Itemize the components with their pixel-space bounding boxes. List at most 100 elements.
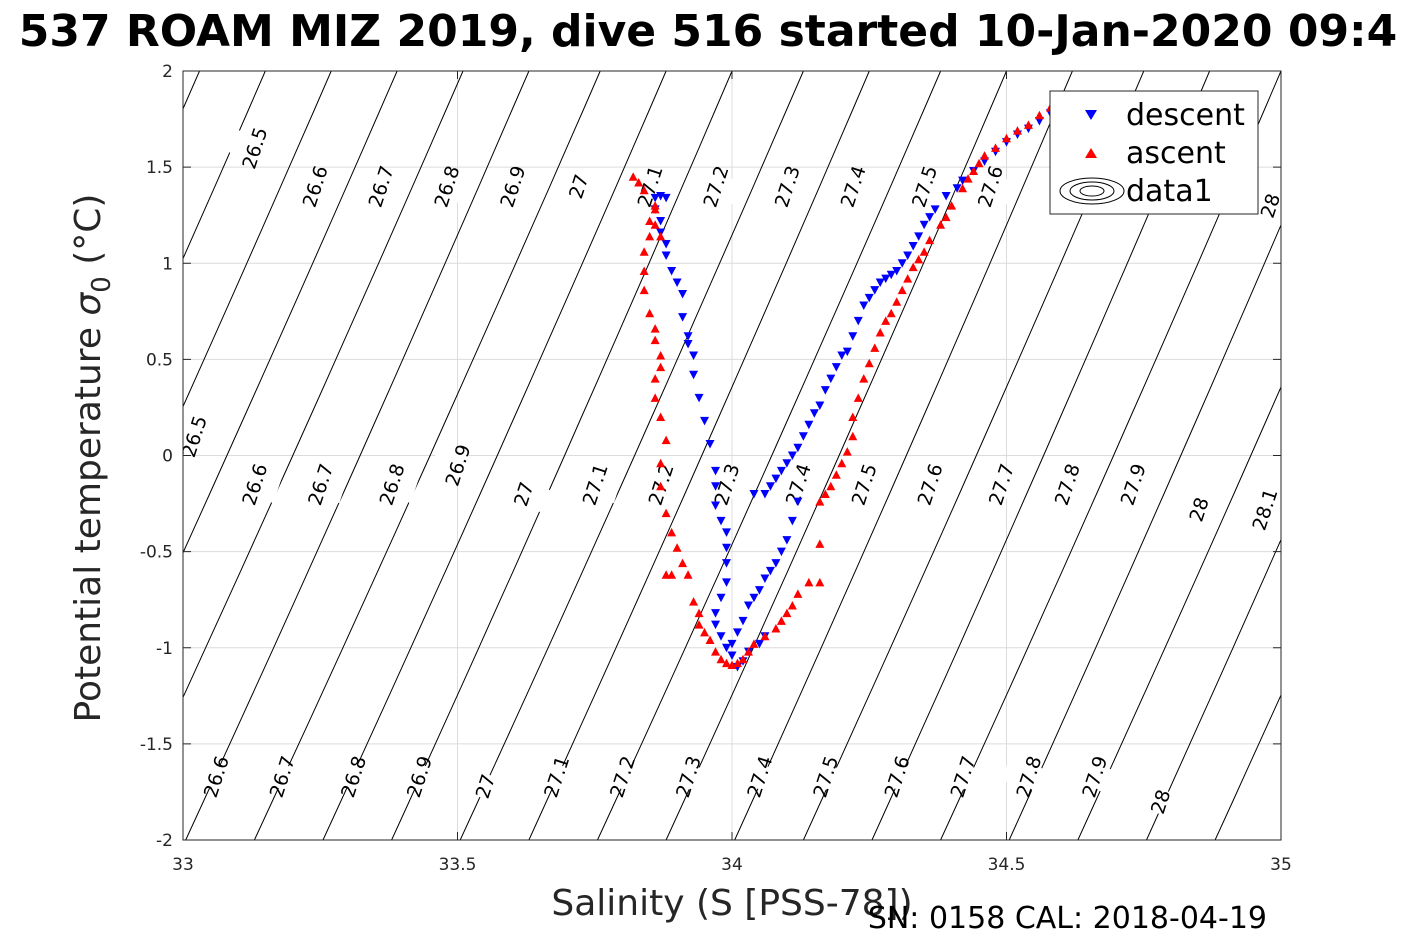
descent-point-62 <box>716 593 726 603</box>
descent-point-16 <box>903 251 913 261</box>
isopycnal-label-bg-30 <box>189 757 243 796</box>
descent-point-9 <box>952 184 962 193</box>
ascent-point-18 <box>914 254 924 264</box>
descent-point-30 <box>826 374 836 384</box>
isopycnal-label-bg-21 <box>699 465 754 504</box>
ascent-point-27 <box>864 358 874 368</box>
x-tick-label-2: 34 <box>721 855 743 875</box>
y-tick-label-2: 1 <box>162 254 173 274</box>
isopycnal-label-bg-0 <box>227 129 281 167</box>
descent-point-31 <box>820 386 830 395</box>
ascent-point-3 <box>1034 110 1044 120</box>
ascent-point-86 <box>650 220 660 229</box>
isopycnal-label-bg-8 <box>760 167 814 206</box>
descent-point-11 <box>930 205 940 214</box>
ascent-point-52 <box>722 658 732 668</box>
ascent-point-39 <box>815 577 825 587</box>
isopycnal-line-10 <box>528 71 870 840</box>
legend-ascent-label: ascent <box>1126 136 1226 171</box>
legend-descent-label: descent <box>1126 98 1245 133</box>
ascent-point-21 <box>897 285 907 295</box>
y-axis-label-subscript: 0 <box>87 276 117 293</box>
legend-descent-marker <box>1085 110 1097 120</box>
descent-point-65 <box>722 543 732 553</box>
descent-point-55 <box>732 628 742 637</box>
isopycnal-label-bg-41 <box>936 757 990 796</box>
ascent-point-32 <box>842 447 852 456</box>
y-tick-label-7: -1.5 <box>140 735 173 755</box>
ascent-point-5 <box>1012 126 1022 135</box>
ascent-point-43 <box>782 608 792 618</box>
isopycnal-label-bg-26 <box>1040 465 1094 504</box>
x-tick-label-1: 33.5 <box>439 855 477 875</box>
ascent-point-84 <box>628 172 638 181</box>
descent-point-19 <box>886 270 896 280</box>
descent-point-77 <box>683 332 693 341</box>
descent-point-57 <box>727 651 737 660</box>
ascent-point-77 <box>639 266 649 275</box>
descent-point-61 <box>711 609 721 618</box>
descent-point-34 <box>804 420 814 430</box>
ascent-point-74 <box>650 324 660 333</box>
ascent-point-89 <box>667 570 677 579</box>
isopycnal-label-bg-34 <box>458 767 512 805</box>
ascent-point-41 <box>793 589 803 598</box>
descent-point-74 <box>689 370 699 380</box>
ascent-point-24 <box>881 316 891 325</box>
ascent-point-75 <box>645 308 655 318</box>
isopycnal-label-bg-35 <box>529 757 583 796</box>
descent-point-37 <box>787 451 797 460</box>
descent-point-83 <box>661 240 671 249</box>
y-tick-label-0: 2 <box>162 62 173 82</box>
isopycnal-line-9 <box>459 71 804 840</box>
descent-point-20 <box>881 274 891 284</box>
ascent-point-40 <box>804 577 814 587</box>
ascent-point-87 <box>650 204 660 214</box>
isopycnal-line-7 <box>322 71 667 840</box>
ascent-point-7 <box>991 143 1001 152</box>
descent-point-36 <box>793 443 803 453</box>
descent-point-71 <box>705 439 715 449</box>
ascent-point-68 <box>656 412 666 422</box>
descent-point-38 <box>782 459 792 468</box>
ascent-point-72 <box>656 351 666 360</box>
isopycnal-line-11 <box>597 71 942 840</box>
ascent-point-59 <box>689 597 699 606</box>
isopycnal-label-bg-15 <box>293 465 347 504</box>
ascent-point-42 <box>787 600 797 610</box>
descent-point-28 <box>837 351 847 361</box>
ascent-point-20 <box>903 274 913 283</box>
ascent-point-33 <box>837 458 847 468</box>
ascent-point-64 <box>661 508 671 518</box>
descent-point-47 <box>776 547 786 557</box>
ascent-point-12 <box>958 183 968 193</box>
isopycnal-label-bg-38 <box>732 757 786 796</box>
ascent-point-61 <box>678 558 688 568</box>
descent-point-67 <box>716 516 726 526</box>
descent-point-46 <box>782 536 792 545</box>
descent-point-27 <box>842 347 852 357</box>
isopycnal-label-bg-27 <box>1106 465 1160 504</box>
ascent-point-36 <box>820 489 830 498</box>
descent-point-40 <box>771 474 781 484</box>
density-contours <box>183 71 1281 840</box>
ascent-point-37 <box>815 497 825 506</box>
descent-point-63 <box>722 578 732 587</box>
isopycnal-label-bg-37 <box>661 757 715 796</box>
ascent-point-46 <box>760 631 770 641</box>
legend: descent ascent data1 <box>1049 90 1259 215</box>
ascent-point-48 <box>743 647 753 656</box>
isopycnal-label-bg-14 <box>227 465 281 504</box>
ascent-point-78 <box>639 247 649 256</box>
descent-point-72 <box>700 416 710 426</box>
x-tick-label-0: 33 <box>172 855 194 875</box>
legend-contour-marker <box>1059 177 1125 205</box>
ascent-point-25 <box>875 327 885 337</box>
descent-point-24 <box>859 301 869 311</box>
isopycnal-label-bg-18 <box>496 475 550 513</box>
ascent-point-62 <box>672 543 682 552</box>
isopycnal-line-1 <box>183 71 266 260</box>
ascent-point-53 <box>716 654 726 664</box>
ascent-point-58 <box>694 608 704 618</box>
